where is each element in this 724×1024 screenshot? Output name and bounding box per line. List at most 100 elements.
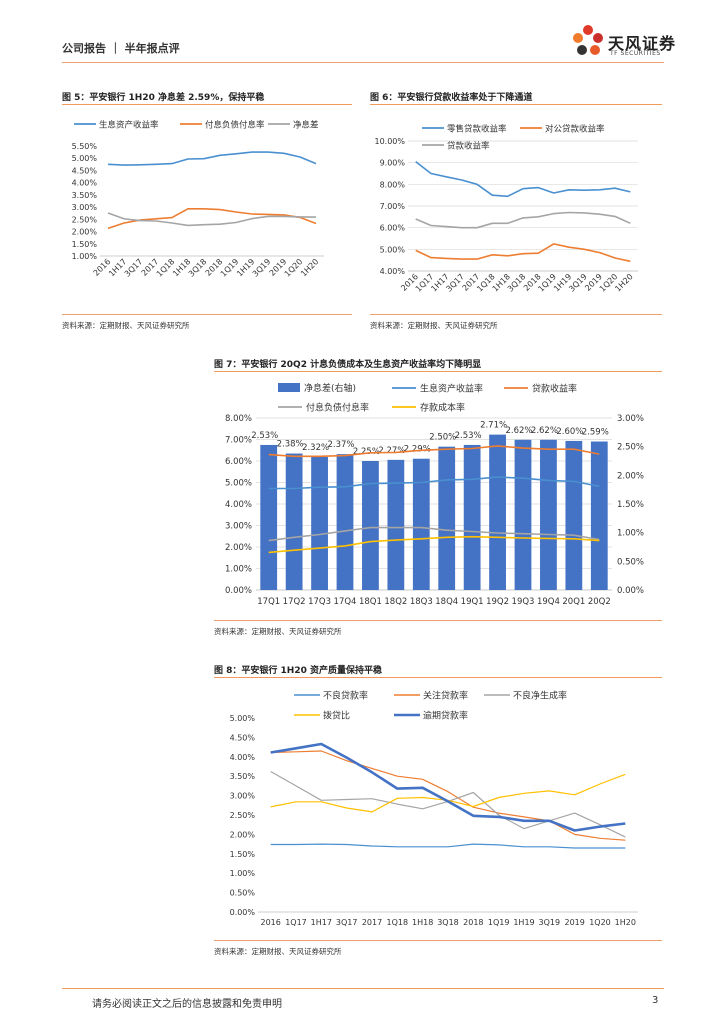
fig5-ytick-label: 3.50%: [72, 191, 98, 200]
fig5-legend-0-label: 生息资产收益率: [99, 120, 159, 131]
fig8-xtick-label: 1H17: [311, 918, 332, 927]
fig5-series-2-line: [107, 212, 317, 227]
fig5-series-0-line: [107, 151, 317, 166]
fig7-bottom-rule: [214, 620, 662, 621]
fig8-xtick-label: 1H20: [615, 918, 636, 927]
fig7-bar: [514, 439, 532, 590]
fig8-series-0-line: [270, 843, 626, 849]
fig7-bar: [311, 456, 328, 590]
fig8-ytick-label: 5.00%: [230, 714, 256, 723]
fig5-ytick-label: 3.00%: [72, 203, 98, 212]
fig7-legend-2-label: 付息负债付息率: [306, 402, 369, 414]
fig7-xtick-label: 19Q4: [537, 597, 560, 607]
fig8-xtick-label: 1H19: [513, 918, 534, 927]
fig6-series-0-line: [415, 160, 631, 198]
fig5-ytick-label: 2.00%: [72, 228, 98, 237]
fig8-ytick-label: 4.00%: [230, 753, 256, 762]
header-rule: [62, 62, 664, 63]
page-number: 3: [652, 995, 659, 1006]
fig7-bar-label: 2.38%: [277, 440, 304, 450]
fig6-ytick-label: 10.00%: [374, 137, 405, 146]
fig7-ytick-right-label: 2.50%: [617, 443, 644, 453]
logo-subtext: TF SECURITIES: [610, 50, 661, 57]
fig8-ytick-label: 3.50%: [230, 772, 256, 781]
fig5-ytick-label: 1.50%: [72, 240, 98, 249]
fig7-ytick-left-label: 4.00%: [225, 500, 252, 510]
fig8-xtick-label: 1Q18: [387, 918, 409, 927]
fig7-ytick-right-label: 0.00%: [617, 586, 644, 596]
fig5-xtick-label: 3Q17: [123, 257, 145, 279]
company-logo: [568, 22, 678, 62]
fig7-bar-label: 2.25%: [353, 447, 380, 457]
fig7-xtick-label: 20Q1: [562, 597, 585, 607]
fig8-series-4-line: [270, 742, 626, 832]
fig6-xtick-label: 3Q17: [444, 272, 466, 294]
fig5-xtick-label: 3Q19: [251, 257, 273, 279]
fig7-series-1-line: [268, 445, 600, 458]
fig6-ytick-label: 4.00%: [380, 267, 406, 276]
fig7-xtick-label: 18Q4: [435, 597, 458, 607]
fig8-ytick-label: 3.00%: [230, 792, 256, 801]
fig6-title-rule: [370, 104, 662, 105]
fig6-xtick-label: 3Q18: [506, 272, 528, 294]
fig7-bar-label: 2.29%: [404, 445, 431, 455]
fig7-bar: [362, 461, 379, 590]
fig8-xtick-label: 1Q17: [285, 918, 307, 927]
fig7-bar-label: 2.27%: [378, 446, 405, 456]
fig7-series-3-line: [268, 535, 600, 554]
fig6-legend-1-label: 对公贷款收益率: [545, 124, 605, 135]
fig8-series-3-line: [270, 773, 626, 813]
fig7-xtick-label: 19Q2: [486, 597, 509, 607]
fig7-bar: [260, 444, 278, 590]
fig8-title-rule: [214, 677, 662, 678]
fig7-bar: [565, 440, 583, 590]
fig7-xtick-label: 17Q3: [308, 597, 331, 607]
fig7-chart: 8.00% 7.00% 6.00% 5.00% 4.00% 3.00% 2.00% 1.00%…: [225, 382, 644, 607]
fig6-series-2-line: [415, 211, 631, 229]
fig7-ytick-left-label: 5.00%: [225, 479, 252, 489]
fig7-xtick-label: 17Q4: [334, 597, 357, 607]
fig7-xtick-label: 20Q2: [588, 597, 611, 607]
footer-disclaimer: 请务必阅读正文之后的信息披露和免责申明: [92, 999, 282, 1010]
fig7-title-rule: [214, 371, 662, 372]
fig7-legend-1-label: 贷款收益率: [532, 383, 577, 395]
fig6-ytick-label: 9.00%: [380, 159, 406, 168]
fig5-ytick-label: 4.50%: [72, 166, 98, 175]
fig7-bar: [489, 434, 506, 590]
fig7-legend-bar-swatch: [278, 383, 300, 392]
fig7-bar: [336, 454, 354, 590]
fig7-ytick-left-label: 3.00%: [225, 522, 252, 532]
fig7-bar-label: 2.62%: [505, 426, 532, 436]
fig5-bottom-rule: [62, 314, 352, 315]
fig8-series-2-line: [270, 770, 626, 838]
fig6-title: 图 6：平安银行贷款收益率处于下降通道: [370, 93, 533, 103]
logo-text: 天风证券: [608, 34, 677, 53]
fig5-ytick-label: 1.00%: [72, 252, 98, 261]
fig5-xtick-label: 1H20: [299, 257, 320, 278]
fig8-ytick-label: 0.00%: [230, 908, 256, 917]
fig6-legend-2-label: 贷款收益率: [447, 141, 490, 152]
fig8-xtick-label: 2017: [362, 918, 382, 927]
fig7-xtick-label: 19Q3: [512, 597, 535, 607]
fig7-title: 图 7：平安银行 20Q2 计息负债成本及生息资产收益率均下降明显: [214, 360, 482, 370]
fig7-ytick-left-label: 8.00%: [225, 414, 252, 424]
fig8-ytick-label: 0.50%: [230, 889, 256, 898]
fig5-chart: 5.50% 5.00% 4.50% 4.00% 3.50% 3.00% 2.50% 2.00%…: [72, 120, 324, 279]
fig7-bar-label: 2.53%: [251, 431, 278, 441]
fig5-ytick-label: 5.50%: [72, 142, 98, 151]
fig7-ytick-left-label: 6.00%: [225, 457, 252, 467]
fig5-title-rule: [62, 104, 352, 105]
fig7-legend-bar-label: 净息差(右轴): [304, 382, 356, 394]
fig5-ytick-label: 4.00%: [72, 179, 98, 188]
fig7-bar-label: 2.50%: [429, 433, 456, 443]
fig8-xtick-label: 3Q18: [437, 918, 459, 927]
footer-rule: [62, 988, 664, 989]
fig8-ytick-label: 4.50%: [230, 733, 256, 742]
fig7-bar-label: 2.59%: [582, 428, 609, 438]
fig7-source: 资料来源：定期财报、天风证券研究所: [214, 627, 342, 636]
fig8-ytick-label: 2.50%: [230, 811, 256, 820]
fig7-xtick-label: 17Q2: [283, 597, 306, 607]
fig7-xtick-label: 18Q3: [410, 597, 433, 607]
fig7-xtick-label: 18Q2: [384, 597, 407, 607]
fig5-ytick-label: 2.50%: [72, 215, 98, 224]
